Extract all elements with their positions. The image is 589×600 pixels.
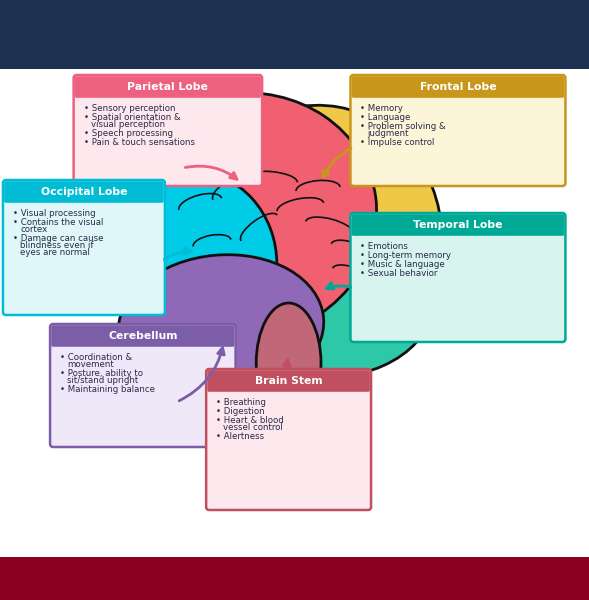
FancyBboxPatch shape <box>50 324 236 447</box>
Text: eyes are normal: eyes are normal <box>20 248 90 257</box>
Text: Damage to any brain region can result in a PERMANENT loss of corresponding funct: Damage to any brain region can result in… <box>78 52 511 62</box>
Text: Parietal Lobe: Parietal Lobe <box>127 82 209 92</box>
FancyBboxPatch shape <box>51 325 234 347</box>
Text: • Digestion: • Digestion <box>216 407 265 416</box>
Text: Cerebellum: Cerebellum <box>108 331 177 341</box>
Text: • Language: • Language <box>360 113 411 122</box>
FancyBboxPatch shape <box>350 213 565 342</box>
Ellipse shape <box>157 203 432 379</box>
Text: • Spatial orientation &: • Spatial orientation & <box>84 113 180 122</box>
Bar <box>0 557 589 600</box>
FancyBboxPatch shape <box>206 369 371 510</box>
FancyBboxPatch shape <box>352 214 564 236</box>
Text: The Intricate Human Brain: The Intricate Human Brain <box>118 14 471 38</box>
FancyBboxPatch shape <box>350 75 565 186</box>
Text: • Heart & blood: • Heart & blood <box>216 416 284 425</box>
Text: • Coordination &: • Coordination & <box>60 353 132 362</box>
Text: • Sexual behavior: • Sexual behavior <box>360 269 438 278</box>
Text: • Impulse control: • Impulse control <box>360 138 435 147</box>
Text: vessel control: vessel control <box>223 423 283 432</box>
Text: • Sensory perception: • Sensory perception <box>84 104 175 113</box>
FancyBboxPatch shape <box>352 76 564 98</box>
Ellipse shape <box>118 254 324 400</box>
Text: blindness even if: blindness even if <box>20 241 94 250</box>
Text: Brain Stem: Brain Stem <box>255 376 322 386</box>
Text: • Posture, ability to: • Posture, ability to <box>60 369 143 378</box>
Text: • Damage can cause: • Damage can cause <box>13 234 104 243</box>
Text: sit/stand upright: sit/stand upright <box>67 376 138 385</box>
Text: You may be entitled to significant compensation after a brain injury.: You may be entitled to significant compe… <box>68 572 521 585</box>
Text: Temporal Lobe: Temporal Lobe <box>413 220 502 230</box>
Text: • Problem solving &: • Problem solving & <box>360 122 446 131</box>
Text: • Alertness: • Alertness <box>216 432 264 441</box>
Text: • Visual processing: • Visual processing <box>13 209 95 218</box>
Text: • Emotions: • Emotions <box>360 242 408 251</box>
Bar <box>0 0 589 69</box>
Text: • Memory: • Memory <box>360 104 403 113</box>
Text: • Maintaining balance: • Maintaining balance <box>60 385 155 394</box>
Text: visual perception: visual perception <box>91 120 165 129</box>
Text: • Contains the visual: • Contains the visual <box>13 218 103 227</box>
FancyBboxPatch shape <box>207 370 370 392</box>
Ellipse shape <box>256 303 321 423</box>
Text: cortex: cortex <box>20 225 47 234</box>
Text: Occipital Lobe: Occipital Lobe <box>41 187 127 197</box>
FancyBboxPatch shape <box>74 75 262 186</box>
Text: movement: movement <box>67 360 114 369</box>
Text: • Breathing: • Breathing <box>216 398 266 407</box>
FancyBboxPatch shape <box>3 180 165 315</box>
Ellipse shape <box>106 92 377 340</box>
Text: • Music & language: • Music & language <box>360 260 445 269</box>
Text: judgment: judgment <box>368 129 409 138</box>
Ellipse shape <box>188 105 442 381</box>
Ellipse shape <box>106 171 277 357</box>
Text: • Pain & touch sensations: • Pain & touch sensations <box>84 138 194 147</box>
FancyBboxPatch shape <box>75 76 261 98</box>
Text: Frontal Lobe: Frontal Lobe <box>419 82 497 92</box>
Text: • Long-term memory: • Long-term memory <box>360 251 451 260</box>
Text: • Speech processing: • Speech processing <box>84 129 173 138</box>
FancyBboxPatch shape <box>4 181 164 203</box>
